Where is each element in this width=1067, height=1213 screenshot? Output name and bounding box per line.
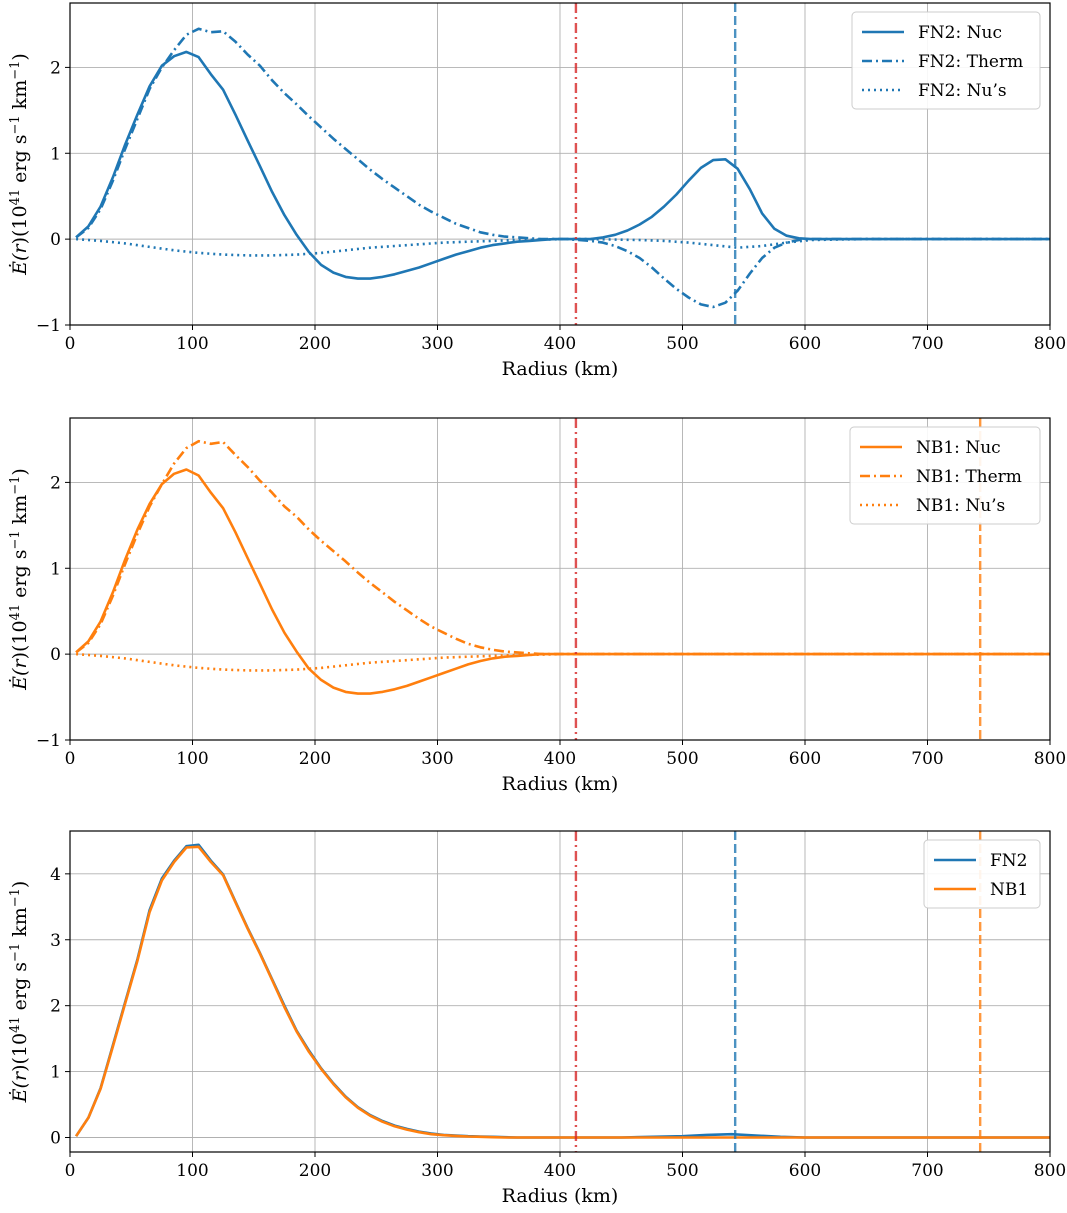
x-tick-label: 700	[911, 1161, 943, 1181]
y-tick-label: 0	[50, 1128, 61, 1148]
x-tick-label: 800	[1034, 749, 1066, 769]
y-tick-label: 1	[50, 559, 61, 579]
y-axis-label: Ė(r)(1041 erg s−1 km−1)	[8, 468, 31, 691]
series-line-nb1	[75, 845, 1050, 1139]
x-axis-label: Radius (km)	[502, 773, 619, 795]
legend-box	[851, 11, 1041, 110]
legend-label: FN2: Nu’s	[918, 81, 1007, 101]
y-tick-label: 3	[50, 931, 61, 951]
y-tick-label: −1	[36, 316, 61, 336]
series-line-fn2-therm	[75, 27, 1050, 309]
x-tick-label: 800	[1034, 1161, 1066, 1181]
legend-label: NB1: Nu’s	[916, 496, 1005, 516]
y-tick-label: 0	[50, 645, 61, 665]
y-tick-label: 0	[50, 230, 61, 250]
x-axis-label: Radius (km)	[502, 1185, 619, 1207]
x-tick-label: 700	[911, 749, 943, 769]
y-tick-label: 4	[50, 865, 61, 885]
x-tick-label: 100	[176, 749, 208, 769]
y-tick-label: 2	[50, 58, 61, 78]
x-tick-label: 500	[666, 1161, 698, 1181]
y-tick-label: 2	[50, 997, 61, 1017]
legend-label: NB1: Nuc	[916, 438, 1001, 458]
legend-label: NB1: Therm	[916, 467, 1022, 487]
x-tick-label: 400	[544, 749, 576, 769]
y-tick-label: −1	[36, 731, 61, 751]
series-line-fn2	[75, 843, 1050, 1139]
series-line-fn2-nuc	[75, 50, 1050, 280]
x-tick-label: 700	[911, 334, 943, 354]
y-axis-label: Ė(r)(1041 erg s−1 km−1)	[8, 881, 31, 1104]
panel-total-comparison: 0 100 200 300 400 500 600 700 800 0 1 2 3 4 Radius (km…	[8, 830, 1066, 1207]
y-axis-label: Ė(r)(1041 erg s−1 km−1)	[8, 53, 31, 276]
x-tick-label: 800	[1034, 334, 1066, 354]
x-tick-label: 600	[789, 334, 821, 354]
legend-box	[923, 839, 1041, 909]
x-tick-label: 0	[65, 749, 76, 769]
legend-label: FN2	[990, 851, 1028, 871]
x-tick-label: 200	[299, 749, 331, 769]
legend-box	[849, 426, 1041, 525]
x-tick-label: 100	[176, 1161, 208, 1181]
y-tick-label: 1	[50, 1063, 61, 1083]
x-tick-label: 600	[789, 1161, 821, 1181]
x-tick-label: 0	[65, 334, 76, 354]
x-tick-label: 500	[666, 749, 698, 769]
x-tick-label: 600	[789, 749, 821, 769]
x-tick-label: 200	[299, 1161, 331, 1181]
x-tick-label: 400	[544, 1161, 576, 1181]
x-tick-label: 0	[65, 1161, 76, 1181]
x-tick-label: 300	[421, 334, 453, 354]
x-tick-label: 300	[421, 1161, 453, 1181]
x-tick-label: 300	[421, 749, 453, 769]
y-tick-label: 1	[50, 144, 61, 164]
series-line-fn2-nu-s	[76, 237, 1050, 257]
legend-label: FN2: Therm	[918, 52, 1023, 72]
series-line-nb1-nu-s	[76, 652, 1050, 672]
legend-label: NB1	[990, 880, 1028, 900]
y-tick-label: 2	[50, 473, 61, 493]
x-tick-label: 500	[666, 334, 698, 354]
series-line-nb1-therm	[75, 439, 1050, 656]
legend-label: FN2: Nuc	[918, 23, 1002, 43]
x-tick-label: 100	[176, 334, 208, 354]
x-tick-label: 400	[544, 334, 576, 354]
x-tick-label: 200	[299, 334, 331, 354]
x-axis-label: Radius (km)	[502, 358, 619, 380]
